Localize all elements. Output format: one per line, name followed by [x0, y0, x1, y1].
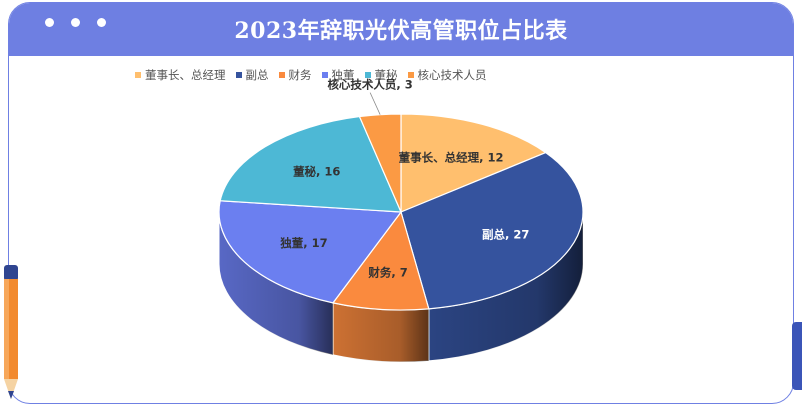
- pie-slice: [358, 113, 402, 213]
- legend-item: 财务: [278, 67, 312, 83]
- slice-data-label: 副总, 27: [482, 228, 529, 242]
- window-dot-icon: [45, 18, 54, 27]
- legend-item: 董事长、总经理: [135, 67, 226, 83]
- pie-slice: [331, 210, 430, 311]
- side-tab: [792, 322, 802, 390]
- legend-swatch: [135, 72, 141, 78]
- legend-swatch: [278, 72, 285, 78]
- pie-slice: [218, 200, 403, 304]
- legend-label: 财务: [288, 68, 312, 82]
- legend-label: 董秘: [374, 68, 398, 82]
- window-dot-icon: [97, 18, 106, 27]
- legend-swatch: [235, 72, 242, 78]
- pie-slice: [400, 113, 547, 213]
- legend-swatch: [364, 72, 371, 78]
- legend-item: 独董: [321, 67, 355, 83]
- legend-label: 核心技术人员: [417, 68, 487, 82]
- legend-swatch: [407, 72, 414, 78]
- legend-label: 董事长、总经理: [145, 68, 226, 82]
- legend-item: 副总: [235, 67, 269, 83]
- leader-line: [369, 92, 381, 115]
- window-dot-icon: [71, 18, 80, 27]
- chart-legend: 董事长、总经理 副总 财务 独董 董秘 核心技术人员: [135, 67, 487, 83]
- legend-label: 独董: [331, 68, 355, 82]
- pencil-icon: [4, 265, 18, 399]
- slice-data-label: 董秘, 16: [293, 165, 340, 179]
- slice-data-label: 财务, 7: [367, 265, 407, 279]
- chart-title: 2023年辞职光伏高管职位占比表: [234, 18, 568, 44]
- title-bar: 2023年辞职光伏高管职位占比表: [9, 3, 793, 56]
- slice-data-label: 董事长、总经理, 12: [399, 151, 504, 165]
- slice-data-label: 独董, 17: [280, 236, 327, 250]
- legend-item: 董秘: [364, 67, 398, 83]
- legend-swatch: [321, 72, 328, 78]
- pie-slice: [400, 151, 584, 310]
- pie-slice: [219, 115, 402, 213]
- legend-item: 核心技术人员: [407, 67, 487, 83]
- legend-label: 副总: [245, 68, 269, 82]
- pie-slice-side: [428, 212, 583, 361]
- pie-slice-side: [332, 302, 429, 362]
- slice-data-label: 核心技术人员, 3: [327, 78, 412, 92]
